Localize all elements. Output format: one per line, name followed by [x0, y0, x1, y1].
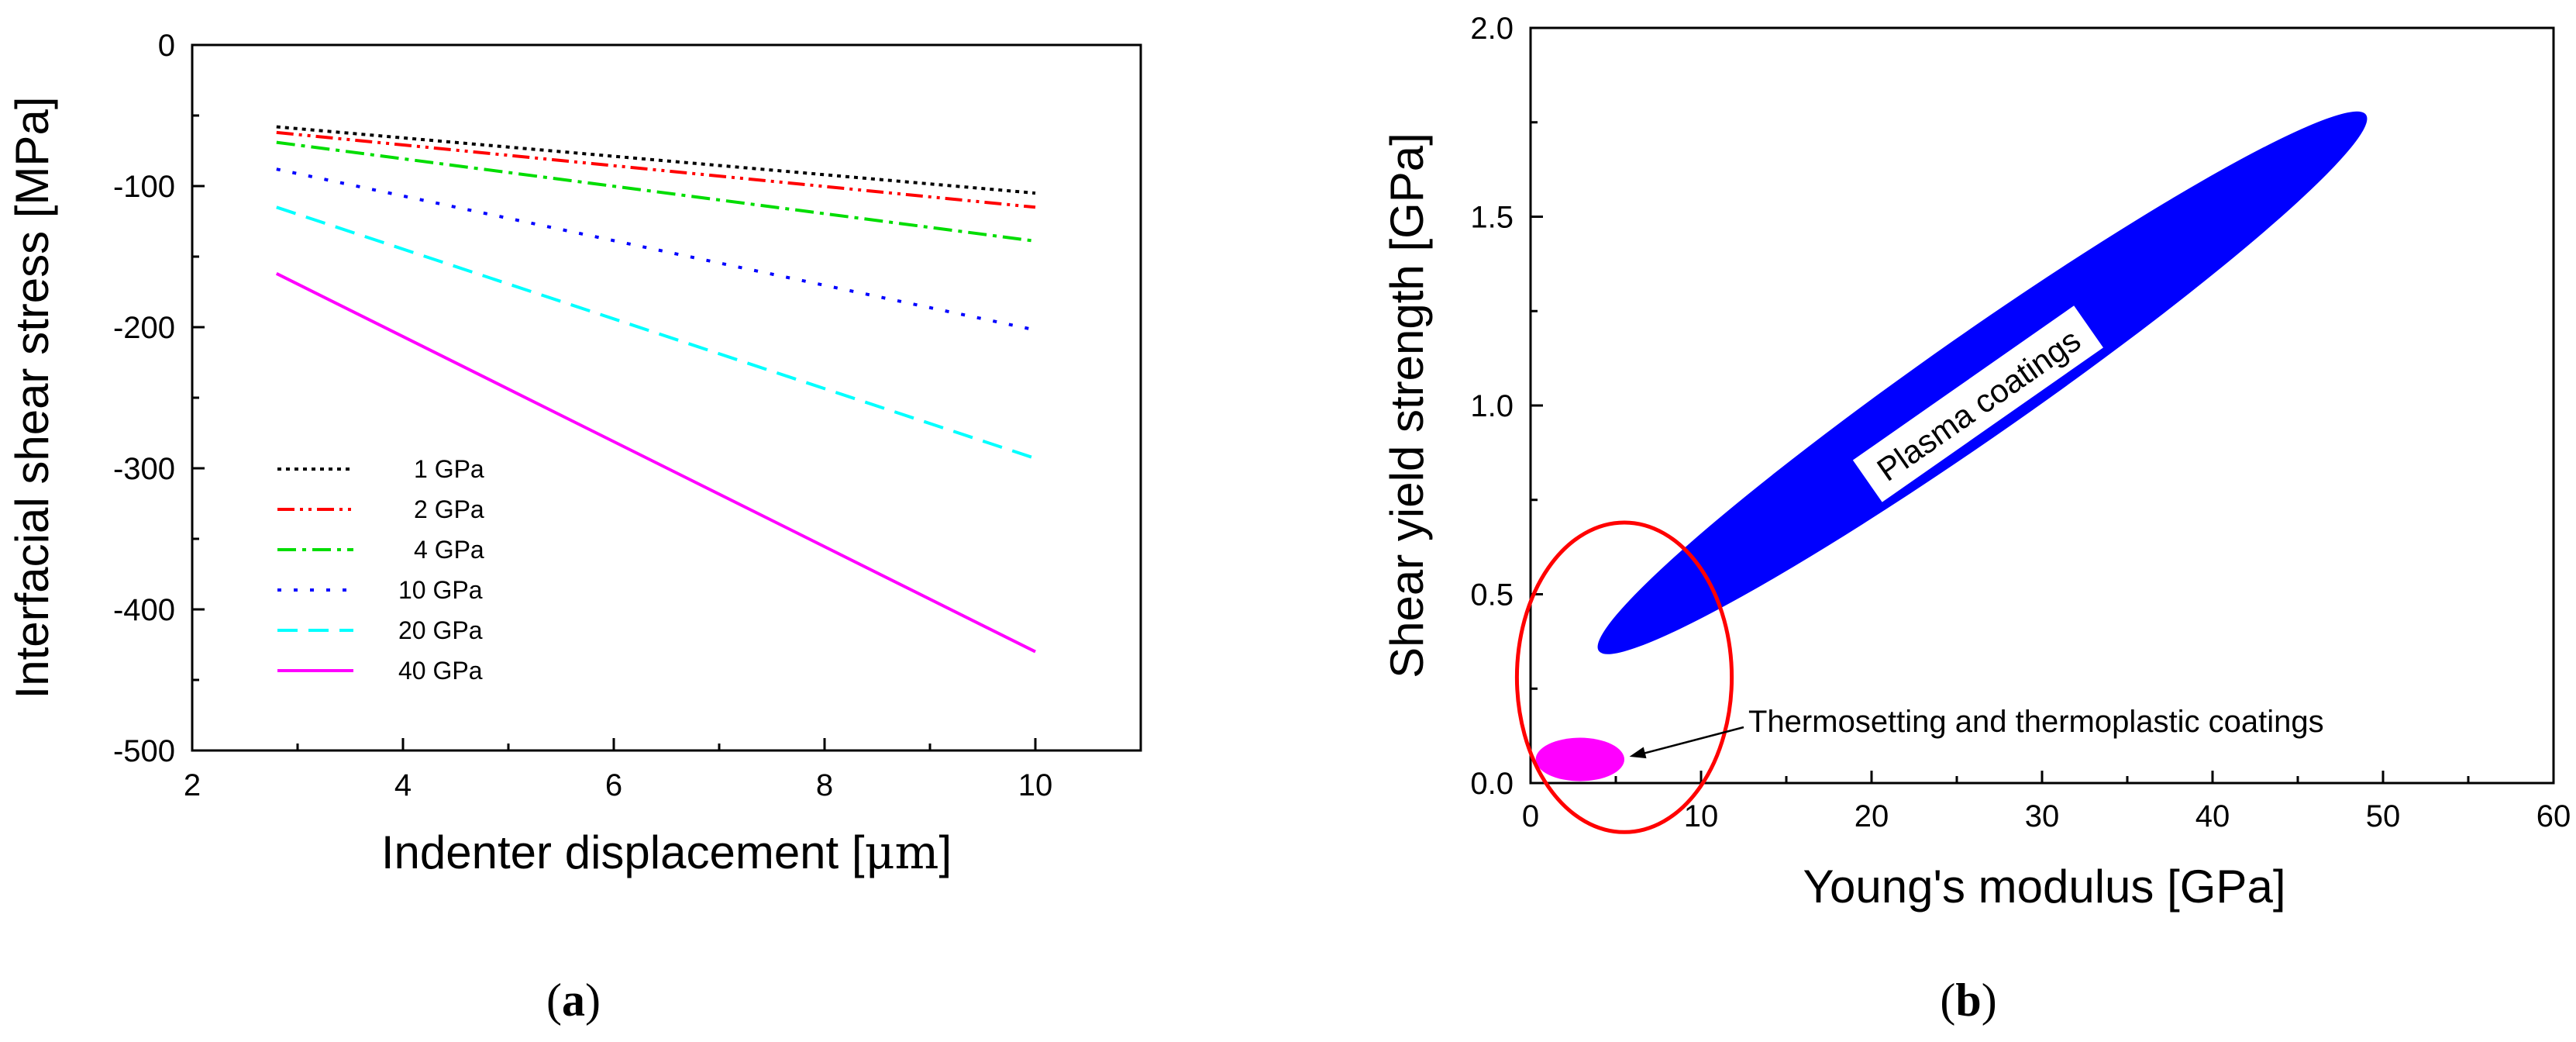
panel-b-x-axis-title: Young's modulus [GPa] [1803, 861, 2286, 913]
series-line-4-gpa [276, 140, 1036, 243]
panel-b-y-tick-label: 0.5 [1470, 578, 1514, 612]
thermosetting-coatings-region [1535, 737, 1624, 782]
highlight-circle [1514, 520, 1734, 834]
legend-label: 20 GPa [398, 616, 483, 644]
panel-a-y-tick-label: -400 [113, 593, 175, 627]
panel-b-y-tick-label: 2.0 [1470, 12, 1514, 46]
legend-label: 10 GPa [398, 576, 483, 604]
panel-b-x-tick-label: 0 [1522, 799, 1539, 833]
panel-a-y-axis-title: Interfacial shear stress [MPa] [6, 97, 58, 699]
panel-a-x-tick-label: 4 [394, 768, 412, 802]
panel-a-y-tick-label: -300 [113, 452, 175, 486]
panel-a-x-axis-title: Indenter displacement [μm] [381, 826, 952, 880]
panel-a-x-tick-label: 2 [184, 768, 201, 802]
panel-b-region-chart: 0 10 20 30 40 50 600.00.51.01.52.0 Plasma coat… [1381, 12, 2571, 1026]
panel-b-y-tick-label: 0.0 [1470, 767, 1514, 801]
series-line-20-gpa [276, 205, 1036, 461]
plasma-coatings-label-box [1852, 305, 2103, 502]
panel-a-plot-frame [191, 43, 1142, 752]
panel-a-legend: 1 GPa 2 GPa 4 GPa 10 GPa 20 GPa 40 GPa [277, 455, 484, 685]
panel-a-label: (a) [546, 975, 601, 1026]
panel-a-x-tick-label: 6 [605, 768, 622, 802]
annotation-label: Thermosetting and thermoplastic coatings [1748, 705, 2324, 739]
series-line-1-gpa [276, 125, 1036, 195]
panel-b-label: (b) [1940, 975, 1996, 1026]
panel-a-x-tick-label: 10 [1018, 768, 1053, 802]
panel-a-y-tick-label: -100 [113, 170, 175, 204]
panel-b-x-tick-label: 10 [1684, 799, 1719, 833]
series-line-10-gpa [276, 167, 1036, 332]
panel-a-y-tick-label: -500 [113, 734, 175, 768]
panel-b-y-axis-title: Shear yield strength [GPa] [1381, 133, 1433, 678]
panel-b-y-tick-label: 1.5 [1470, 201, 1514, 235]
panel-b-x-tick-label: 30 [2025, 799, 2060, 833]
panel-b-axis-ticks: 0 10 20 30 40 50 60 0.0 0.5 1.0 1.5 2.0 [1470, 12, 2571, 833]
legend-label: 1 GPa [414, 455, 484, 483]
legend-label: 40 GPa [398, 657, 483, 685]
panel-b-plot-frame [1529, 26, 2555, 785]
series-line-40-gpa [275, 272, 1036, 654]
panel-b-x-tick-label: 20 [1855, 799, 1889, 833]
panel-a-x-tick-label: 8 [816, 768, 833, 802]
panel-b-x-tick-label: 60 [2536, 799, 2571, 833]
series-line-2-gpa [276, 130, 1036, 209]
annotation-arrow-line [1637, 726, 1744, 757]
panel-a-axis-ticks: 2 4 6 8 10 0 -100 -200 -300 -400 -500 [113, 29, 1052, 802]
panel-a-series [275, 125, 1036, 654]
annotation-arrow-head [1629, 747, 1647, 759]
panel-b-y-tick-label: 1.0 [1470, 389, 1514, 423]
panel-a-line-chart: 2 4 6 8 10 0 -100 -200 -300 -400 -500 1 GPa 2 GPa 4 … [6, 29, 1142, 1026]
panel-a-y-tick-label: -200 [113, 311, 175, 345]
panel-b-x-tick-label: 50 [2366, 799, 2401, 833]
legend-label: 2 GPa [414, 495, 484, 523]
legend-label: 4 GPa [414, 536, 484, 564]
panel-a-y-tick-label: 0 [158, 29, 175, 63]
panel-b-x-tick-label: 40 [2195, 799, 2230, 833]
